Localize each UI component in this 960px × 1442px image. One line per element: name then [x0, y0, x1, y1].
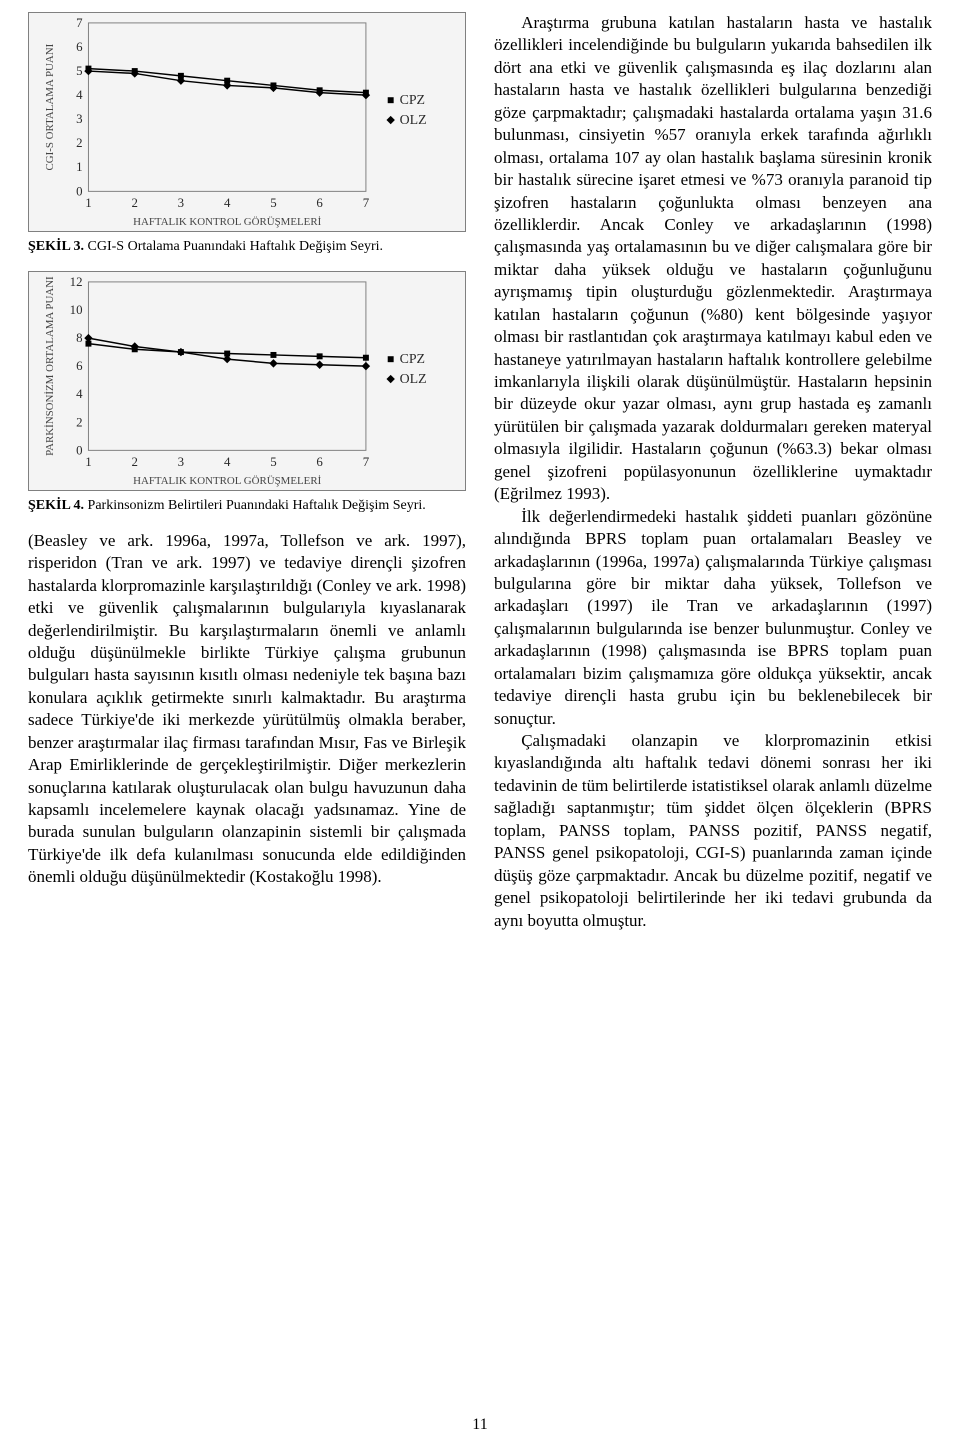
svg-text:6: 6 [316, 196, 323, 210]
svg-text:8: 8 [76, 331, 82, 345]
figure-4-legend-olz: OLZ [400, 372, 427, 387]
svg-text:10: 10 [70, 303, 83, 317]
svg-text:6: 6 [76, 40, 83, 54]
svg-text:0: 0 [76, 184, 82, 198]
figure-3-ylabel: CGI-S ORTALAMA PUANI [44, 43, 56, 170]
svg-text:5: 5 [270, 455, 276, 469]
svg-text:2: 2 [76, 415, 82, 429]
figure-3-caption-text: CGI-S Ortalama Puanındaki Haftalık Değiş… [88, 239, 384, 254]
svg-text:2: 2 [76, 136, 82, 150]
svg-text:4: 4 [76, 88, 83, 102]
svg-text:3: 3 [178, 455, 184, 469]
left-paragraph-1: (Beasley ve ark. 1996a, 1997a, Tollefson… [28, 530, 466, 889]
left-column: 1 2 3 4 5 6 7 0 1 2 3 4 [28, 12, 466, 1392]
svg-text:5: 5 [76, 64, 82, 78]
figure-3-plot: 1 2 3 4 5 6 7 0 1 2 3 4 [28, 12, 466, 232]
figure-3-legend-cpz: CPZ [400, 93, 425, 108]
right-column: Araştırma grubuna katılan hastaların has… [494, 12, 932, 1392]
svg-text:3: 3 [178, 196, 184, 210]
figure-3-caption-label: ŞEKİL 3. [28, 239, 84, 254]
figure-4-legend-cpz: CPZ [400, 352, 425, 367]
figure-4-caption: ŞEKİL 4. Parkinsonizm Belirtileri Puanın… [28, 497, 466, 516]
svg-text:7: 7 [76, 16, 83, 30]
figure-3-xlabel: HAFTALIK KONTROL GÖRÜŞMELERİ [133, 216, 321, 228]
svg-text:6: 6 [316, 455, 323, 469]
figure-4-xlabel: HAFTALIK KONTROL GÖRÜŞMELERİ [133, 475, 321, 487]
right-paragraph-2: İlk değerlendirmedeki hastalık şiddeti p… [494, 506, 932, 730]
figure-3: 1 2 3 4 5 6 7 0 1 2 3 4 [28, 12, 466, 257]
figure-4-caption-text: Parkinsonizm Belirtileri Puanındaki Haft… [88, 498, 426, 513]
svg-text:2: 2 [132, 455, 138, 469]
figure-3-legend-olz: OLZ [400, 113, 427, 128]
figure-3-svg: 1 2 3 4 5 6 7 0 1 2 3 4 [29, 13, 465, 231]
svg-text:5: 5 [270, 196, 276, 210]
svg-text:3: 3 [76, 112, 82, 126]
figure-4-plot: 1 2 3 4 5 6 7 0 2 4 6 8 10 [28, 271, 466, 491]
figure-4-svg: 1 2 3 4 5 6 7 0 2 4 6 8 10 [29, 272, 465, 490]
right-paragraph-3: Çalışmadaki olanzapin ve klorpromazinin … [494, 730, 932, 932]
svg-text:1: 1 [85, 455, 91, 469]
svg-text:4: 4 [224, 455, 231, 469]
svg-text:7: 7 [363, 455, 370, 469]
svg-text:4: 4 [76, 387, 83, 401]
svg-text:7: 7 [363, 196, 370, 210]
page-number: 11 [0, 1416, 960, 1442]
svg-text:1: 1 [85, 196, 91, 210]
page: 1 2 3 4 5 6 7 0 1 2 3 4 [0, 0, 960, 1416]
svg-text:0: 0 [76, 443, 82, 457]
svg-text:4: 4 [224, 196, 231, 210]
svg-text:1: 1 [76, 160, 82, 174]
svg-text:6: 6 [76, 359, 83, 373]
right-body-text: Araştırma grubuna katılan hastaların has… [494, 12, 932, 932]
figure-4: 1 2 3 4 5 6 7 0 2 4 6 8 10 [28, 271, 466, 516]
figure-3-caption: ŞEKİL 3. CGI-S Ortalama Puanındaki Hafta… [28, 238, 466, 257]
svg-text:2: 2 [132, 196, 138, 210]
figure-4-ylabel: PARKİNSONİZM ORTALAMA PUANI [44, 276, 56, 456]
left-body-text: (Beasley ve ark. 1996a, 1997a, Tollefson… [28, 530, 466, 889]
right-paragraph-1: Araştırma grubuna katılan hastaların has… [494, 12, 932, 506]
svg-text:12: 12 [70, 275, 83, 289]
figure-4-caption-label: ŞEKİL 4. [28, 498, 84, 513]
